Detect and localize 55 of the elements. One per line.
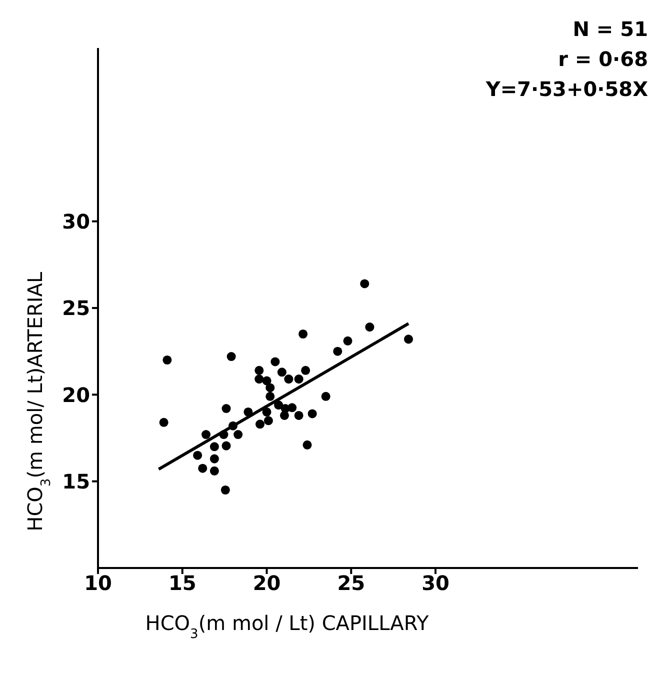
x-tick-label: 30 [422,571,450,596]
point [294,374,304,384]
point [298,329,308,339]
point [308,409,317,418]
y-tick-label: 20 [62,382,90,407]
point [222,441,231,450]
point [360,279,370,288]
point [162,355,172,365]
point [210,466,219,476]
point [280,410,289,420]
point [220,485,230,495]
point [198,464,208,473]
point [284,374,294,384]
point [226,352,236,362]
point [274,400,284,410]
point [333,346,342,356]
x-axis-title: HCO$_{3}$(m mol / Lt) CAPILLARY [145,611,430,642]
point [234,430,243,440]
point [244,407,253,417]
x-tick-label: 20 [252,571,281,596]
y-tick-label: 30 [62,209,90,234]
point [201,430,211,440]
point [193,450,202,460]
point [365,322,374,332]
point [277,368,286,377]
point [343,336,352,346]
point [255,420,265,429]
x-tick-label: 10 [84,571,112,596]
annotation: r = 0·68 [557,46,648,73]
point [301,366,310,375]
point [266,383,275,392]
point [302,440,312,450]
point [264,416,273,426]
text: N = 51 [572,16,648,43]
point [228,421,238,430]
point [404,334,414,344]
point [266,392,275,401]
y-tick-label: 25 [62,296,90,320]
point [219,430,228,440]
point [159,418,168,427]
point [262,407,272,417]
point [262,376,272,386]
point [270,357,280,366]
point [210,454,219,464]
point [294,410,304,420]
point [222,404,231,414]
point [254,366,264,375]
point [321,392,330,401]
y-tick-label: 15 [62,469,90,494]
point [288,403,297,412]
x-tick-label: 25 [337,571,366,596]
x-tick-label: 15 [168,571,196,596]
point [210,442,219,452]
annotation: Y=7·53+0·58X [486,76,648,103]
point [254,374,264,384]
